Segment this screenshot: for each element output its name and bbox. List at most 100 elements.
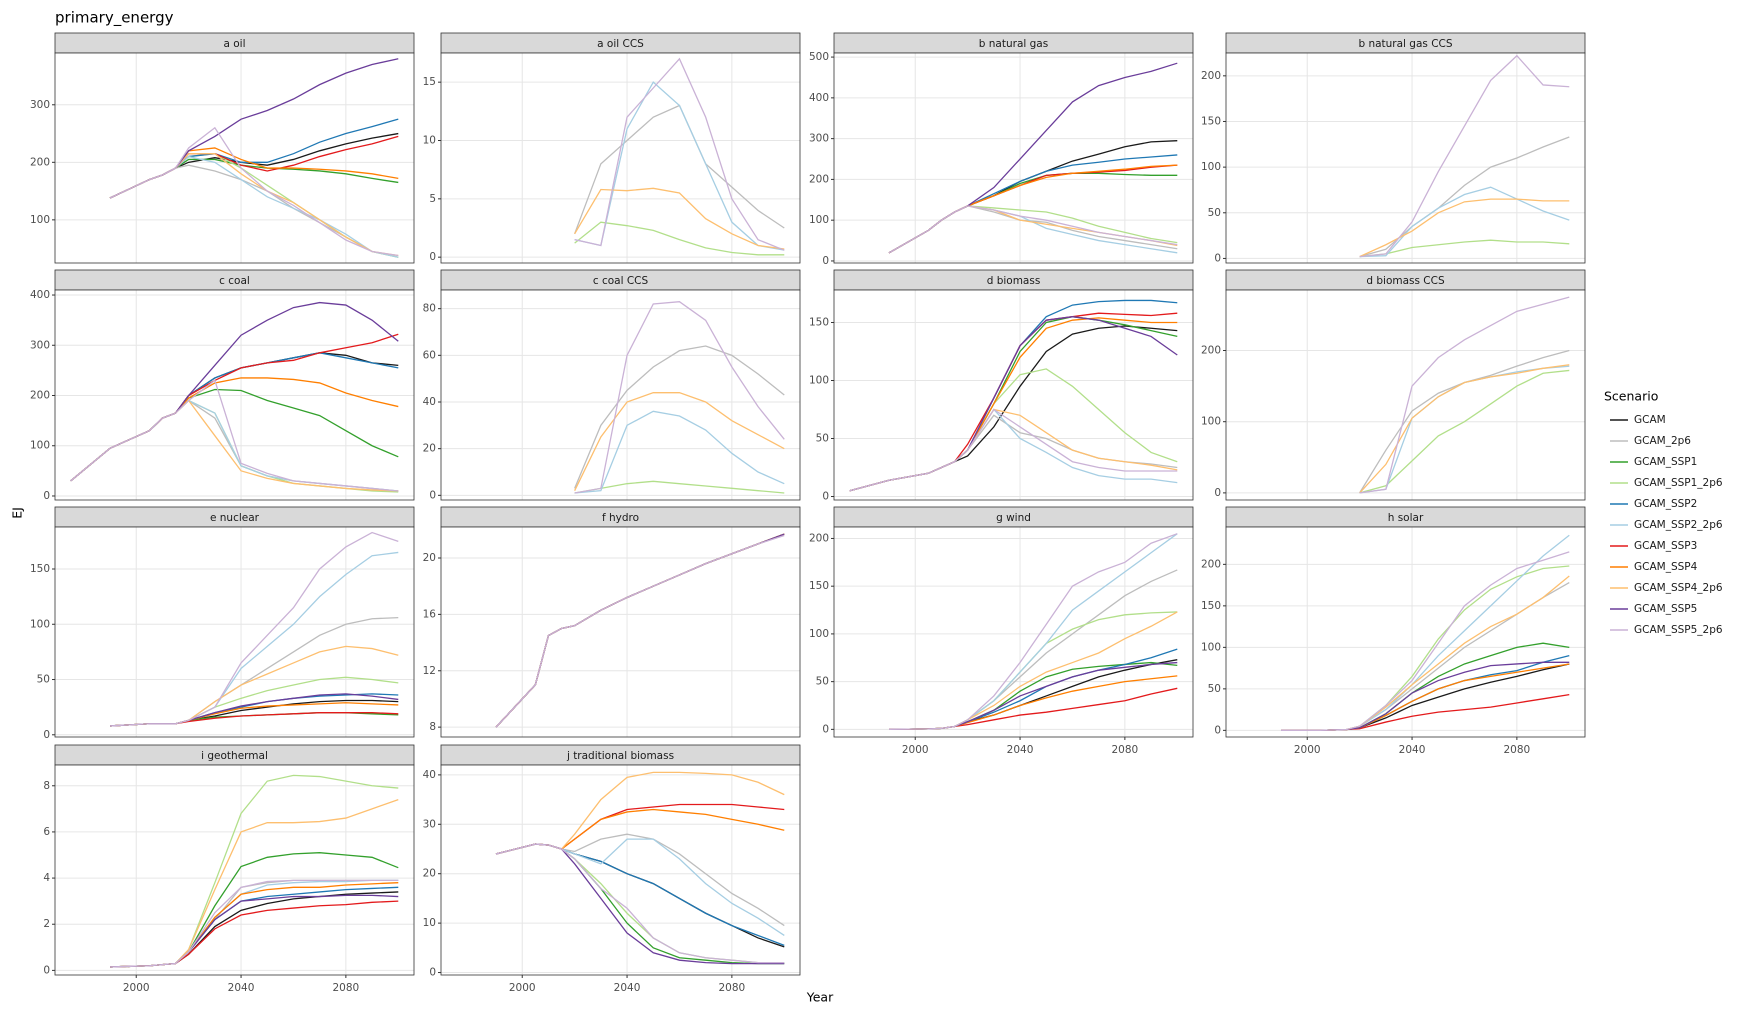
x-tick-label: 2040 — [614, 982, 641, 994]
panel-title: b natural gas CCS — [1358, 38, 1452, 50]
y-tick-label: 100 — [30, 214, 50, 226]
panel-background — [441, 527, 800, 737]
y-tick-label: 15 — [423, 76, 436, 88]
panel-border — [1225, 289, 1586, 501]
series-line — [1359, 198, 1570, 258]
y-tick-label: 16 — [423, 608, 437, 620]
legend-label: GCAM_SSP4 — [1634, 561, 1698, 573]
y-tick-label: 10 — [423, 135, 436, 147]
panel: a oil CCS 0 5 10 15 — [423, 32, 801, 264]
x-tick-label: 2000 — [902, 744, 929, 756]
legend-label: GCAM_SSP3 — [1634, 540, 1697, 552]
panel: j traditional biomass 2000 2040 2080 0 10 20 30… — [423, 744, 801, 994]
series-line — [889, 533, 1178, 731]
panel-title: b natural gas — [979, 38, 1048, 50]
x-tick-label: 2040 — [1399, 744, 1426, 756]
panel-title: f hydro — [602, 512, 639, 524]
panel-title: g wind — [996, 512, 1031, 524]
series-line — [849, 408, 1178, 492]
y-tick-label: 0 — [1214, 252, 1221, 264]
series-line — [109, 531, 399, 727]
x-tick-label: 2000 — [509, 982, 536, 994]
chart-title: primary_energy — [55, 9, 174, 28]
y-tick-label: 50 — [1208, 683, 1221, 695]
panel: i geothermal 2000 2040 2080 0 2 4 6 8 — [43, 744, 415, 994]
y-tick-label: 12 — [423, 665, 436, 677]
y-tick-label: 4 — [43, 872, 50, 884]
panel-border — [833, 289, 1194, 501]
x-tick-label: 2040 — [1007, 744, 1034, 756]
panel-background — [1226, 290, 1585, 500]
y-tick-label: 200 — [809, 532, 829, 544]
y-tick-label: 0 — [1214, 724, 1221, 736]
panel-border — [440, 764, 801, 976]
legend-label: GCAM_SSP2 — [1634, 498, 1697, 510]
y-tick-label: 0 — [1214, 487, 1221, 499]
panel-title: c coal CCS — [593, 275, 649, 287]
y-tick-label: 30 — [423, 818, 436, 830]
y-tick-label: 5 — [429, 193, 436, 205]
y-tick-label: 40 — [423, 396, 436, 408]
panel-title: i geothermal — [201, 750, 268, 762]
y-tick-label: 150 — [30, 563, 50, 575]
legend-title: Scenario — [1604, 389, 1658, 404]
y-tick-label: 150 — [809, 316, 829, 328]
panel: d biomass CCS 0 100 200 — [1201, 269, 1586, 501]
panel: h solar 2000 2040 2080 0 50 100 150 200 — [1201, 506, 1586, 756]
panel-title: h solar — [1388, 512, 1424, 524]
legend-label: GCAM_SSP5 — [1634, 603, 1697, 615]
y-tick-label: 100 — [809, 214, 829, 226]
legend-label: GCAM_SSP2_2p6 — [1634, 519, 1723, 531]
series-line — [574, 187, 785, 250]
y-tick-label: 200 — [1201, 345, 1221, 357]
y-tick-label: 0 — [822, 255, 829, 267]
panel: g wind 2000 2040 2080 0 50 100 150 200 — [809, 506, 1194, 756]
y-tick-label: 200 — [1201, 70, 1221, 82]
y-tick-label: 50 — [816, 433, 829, 445]
panel-background — [834, 290, 1193, 500]
series-line — [1359, 369, 1570, 494]
y-tick-label: 8 — [429, 721, 436, 733]
y-tick-label: 20 — [423, 443, 436, 455]
y-tick-label: 2 — [43, 918, 50, 930]
y-tick-label: 0 — [43, 729, 50, 741]
panel: f hydro 8 12 16 20 — [423, 506, 801, 738]
x-axis-label: Year — [806, 990, 834, 1005]
x-tick-label: 2080 — [1112, 744, 1139, 756]
panel: d biomass 0 50 100 150 — [809, 269, 1194, 503]
y-tick-label: 0 — [43, 490, 50, 502]
x-tick-label: 2080 — [1504, 744, 1531, 756]
panel-border — [833, 526, 1194, 738]
panel-border — [54, 764, 415, 976]
series-line — [574, 345, 785, 489]
panel-title: e nuclear — [210, 512, 260, 524]
series-line — [574, 81, 785, 251]
y-tick-label: 50 — [816, 676, 829, 688]
y-tick-label: 8 — [43, 780, 50, 792]
series-line — [109, 126, 399, 257]
y-tick-label: 400 — [809, 92, 829, 104]
y-axis-label: EJ — [10, 507, 25, 519]
y-tick-label: 300 — [809, 133, 829, 145]
y-tick-label: 0 — [822, 723, 829, 735]
series-line — [574, 57, 785, 251]
panel-title: a oil CCS — [597, 38, 644, 50]
series-line — [1359, 364, 1570, 494]
series-line — [574, 392, 785, 491]
panel-background — [834, 527, 1193, 737]
panel: c coal 0 100 200 300 400 — [30, 269, 415, 502]
panel-border — [440, 289, 801, 501]
series-line — [1359, 54, 1570, 258]
series-line — [888, 205, 1178, 254]
series-line — [574, 410, 785, 494]
x-tick-label: 2040 — [228, 982, 255, 994]
y-tick-label: 100 — [1201, 641, 1221, 653]
panel-border — [440, 526, 801, 738]
legend-label: GCAM_SSP4_2p6 — [1634, 582, 1723, 594]
y-tick-label: 40 — [423, 769, 436, 781]
panel: c coal CCS 0 20 40 60 80 — [423, 269, 801, 501]
y-tick-label: 0 — [822, 491, 829, 503]
panel: a oil 100 200 300 — [30, 32, 415, 264]
